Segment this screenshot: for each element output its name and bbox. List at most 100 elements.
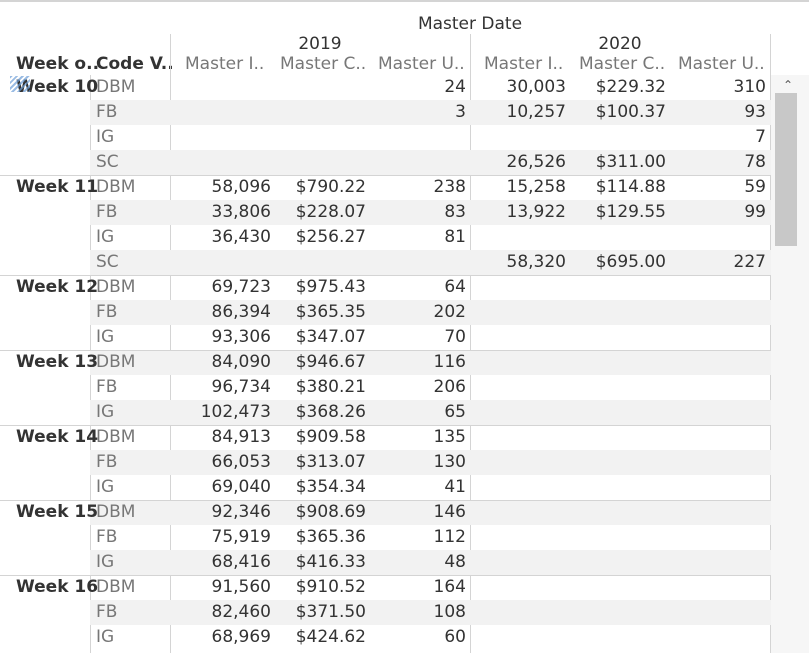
column-header-2019-master-c[interactable]: Master C.. — [280, 54, 367, 74]
row-band — [90, 450, 771, 475]
week-label: Week 15 — [16, 502, 99, 522]
column-header-master-date[interactable]: Master Date — [417, 14, 523, 34]
table-row[interactable]: IG 7 — [0, 125, 771, 150]
row-band — [90, 200, 771, 225]
code-label: DBM — [96, 577, 136, 597]
table-row[interactable]: Week 10 DBM 24 30,003 $229.32 310 — [0, 75, 771, 100]
column-header-2020-master-c[interactable]: Master C.. — [579, 54, 666, 74]
code-label: FB — [96, 302, 118, 322]
table-row[interactable]: FB 86,394 $365.35 202 — [0, 300, 771, 325]
table-row[interactable]: SC 26,526 $311.00 78 — [0, 150, 771, 175]
table-body: Week 10 DBM 24 30,003 $229.32 310 FB 3 10,257 $10… — [0, 75, 771, 653]
table-row[interactable]: FB 75,919 $365.36 112 — [0, 525, 771, 550]
selection-marker-icon — [10, 76, 30, 92]
group-separator — [0, 350, 771, 351]
cell-2020-master-u: 7 — [755, 127, 766, 147]
row-band — [90, 500, 771, 525]
table-row[interactable]: IG 68,969 $424.62 60 — [0, 625, 771, 650]
cell-2019-master-u: 64 — [444, 277, 466, 297]
cell-2019-master-i: 68,416 — [211, 552, 271, 572]
cell-2019-master-i: 82,460 — [211, 602, 271, 622]
column-header-year-2020[interactable]: 2020 — [598, 34, 642, 54]
table-row[interactable]: IG 36,430 $256.27 81 — [0, 225, 771, 250]
group-separator — [0, 425, 771, 426]
cell-2020-master-c: $695.00 — [595, 252, 666, 272]
table-row[interactable]: SC 58,320 $695.00 227 — [0, 250, 771, 275]
cell-2019-master-i: 75,919 — [211, 527, 271, 547]
cell-2020-master-c: $311.00 — [595, 152, 666, 172]
column-header-2020-master-u[interactable]: Master U.. — [678, 54, 765, 74]
week-label: Week 13 — [16, 352, 99, 372]
row-band — [90, 150, 771, 175]
row-band — [90, 400, 771, 425]
cell-2019-master-c: $313.07 — [295, 452, 366, 472]
table-row[interactable]: FB 66,053 $313.07 130 — [0, 450, 771, 475]
week-label: Week 14 — [16, 427, 99, 447]
cell-2020-master-c: $114.88 — [595, 177, 666, 197]
cell-2019-master-c: $424.62 — [295, 627, 366, 647]
cell-2019-master-u: 116 — [433, 352, 466, 372]
table-row[interactable]: IG 102,473 $368.26 65 — [0, 400, 771, 425]
column-header-2020-master-i[interactable]: Master I.. — [484, 54, 564, 74]
cell-2020-master-i: 26,526 — [506, 152, 566, 172]
cell-2019-master-i: 93,306 — [211, 327, 271, 347]
code-label: FB — [96, 102, 118, 122]
cell-2019-master-u: 238 — [433, 177, 466, 197]
cell-2019-master-c: $908.69 — [295, 502, 366, 522]
table-row[interactable]: Week 13 DBM 84,090 $946.67 116 — [0, 350, 771, 375]
scrollbar-thumb[interactable] — [775, 93, 797, 246]
cell-2019-master-c: $975.43 — [295, 277, 366, 297]
cell-2020-master-i: 58,320 — [506, 252, 566, 272]
cell-2019-master-i: 96,734 — [211, 377, 271, 397]
table-row[interactable]: FB 96,734 $380.21 206 — [0, 375, 771, 400]
cell-2019-master-c: $228.07 — [295, 202, 366, 222]
cell-2020-master-u: 227 — [733, 252, 766, 272]
table-row[interactable]: Week 15 DBM 92,346 $908.69 146 — [0, 500, 771, 525]
cell-2019-master-i: 68,969 — [211, 627, 271, 647]
cell-2019-master-u: 41 — [444, 477, 466, 497]
table-row[interactable]: Week 11 DBM 58,096 $790.22 238 15,258 $114.88 5… — [0, 175, 771, 200]
code-label: FB — [96, 202, 118, 222]
code-label: FB — [96, 602, 118, 622]
cell-2019-master-u: 130 — [433, 452, 466, 472]
cell-2020-master-i: 10,257 — [506, 102, 566, 122]
code-label: SC — [96, 252, 119, 272]
cell-2019-master-c: $909.58 — [295, 427, 366, 447]
cell-2019-master-c: $910.52 — [295, 577, 366, 597]
cell-2019-master-c: $790.22 — [295, 177, 366, 197]
row-band — [90, 250, 771, 275]
code-label: IG — [96, 127, 115, 147]
cell-2019-master-u: 202 — [433, 302, 466, 322]
cell-2019-master-i: 102,473 — [200, 402, 271, 422]
table-row[interactable]: Week 12 DBM 69,723 $975.43 64 — [0, 275, 771, 300]
week-label: Week 12 — [16, 277, 99, 297]
table-row[interactable]: FB 3 10,257 $100.37 93 — [0, 100, 771, 125]
cell-2019-master-u: 112 — [433, 527, 466, 547]
row-header-week[interactable]: Week o.. — [16, 54, 100, 74]
table-row[interactable]: Week 16 DBM 91,560 $910.52 164 — [0, 575, 771, 600]
table-row[interactable]: IG 93,306 $347.07 70 — [0, 325, 771, 350]
cell-2019-master-u: 83 — [444, 202, 466, 222]
cell-2019-master-i: 58,096 — [211, 177, 271, 197]
cell-2019-master-u: 60 — [444, 627, 466, 647]
table-row[interactable]: IG 68,416 $416.33 48 — [0, 550, 771, 575]
table-row[interactable]: IG 69,040 $354.34 41 — [0, 475, 771, 500]
cell-2019-master-i: 84,090 — [211, 352, 271, 372]
code-label: DBM — [96, 502, 136, 522]
table-row[interactable]: Week 14 DBM 84,913 $909.58 135 — [0, 425, 771, 450]
column-header-year-2019[interactable]: 2019 — [298, 34, 342, 54]
cell-2019-master-c: $371.50 — [295, 602, 366, 622]
cell-2019-master-i: 84,913 — [211, 427, 271, 447]
code-label: IG — [96, 227, 115, 247]
row-header-code[interactable]: Code V.. — [96, 54, 174, 74]
divider-year — [470, 34, 471, 653]
cell-2020-master-c: $100.37 — [595, 102, 666, 122]
cell-2020-master-u: 310 — [733, 77, 766, 97]
code-label: IG — [96, 627, 115, 647]
chevron-up-icon[interactable]: ⌃ — [782, 78, 794, 92]
column-header-2019-master-u[interactable]: Master U.. — [378, 54, 465, 74]
cell-2019-master-u: 70 — [444, 327, 466, 347]
column-header-2019-master-i[interactable]: Master I.. — [185, 54, 265, 74]
table-row[interactable]: FB 33,806 $228.07 83 13,922 $129.55 99 — [0, 200, 771, 225]
table-row[interactable]: FB 82,460 $371.50 108 — [0, 600, 771, 625]
